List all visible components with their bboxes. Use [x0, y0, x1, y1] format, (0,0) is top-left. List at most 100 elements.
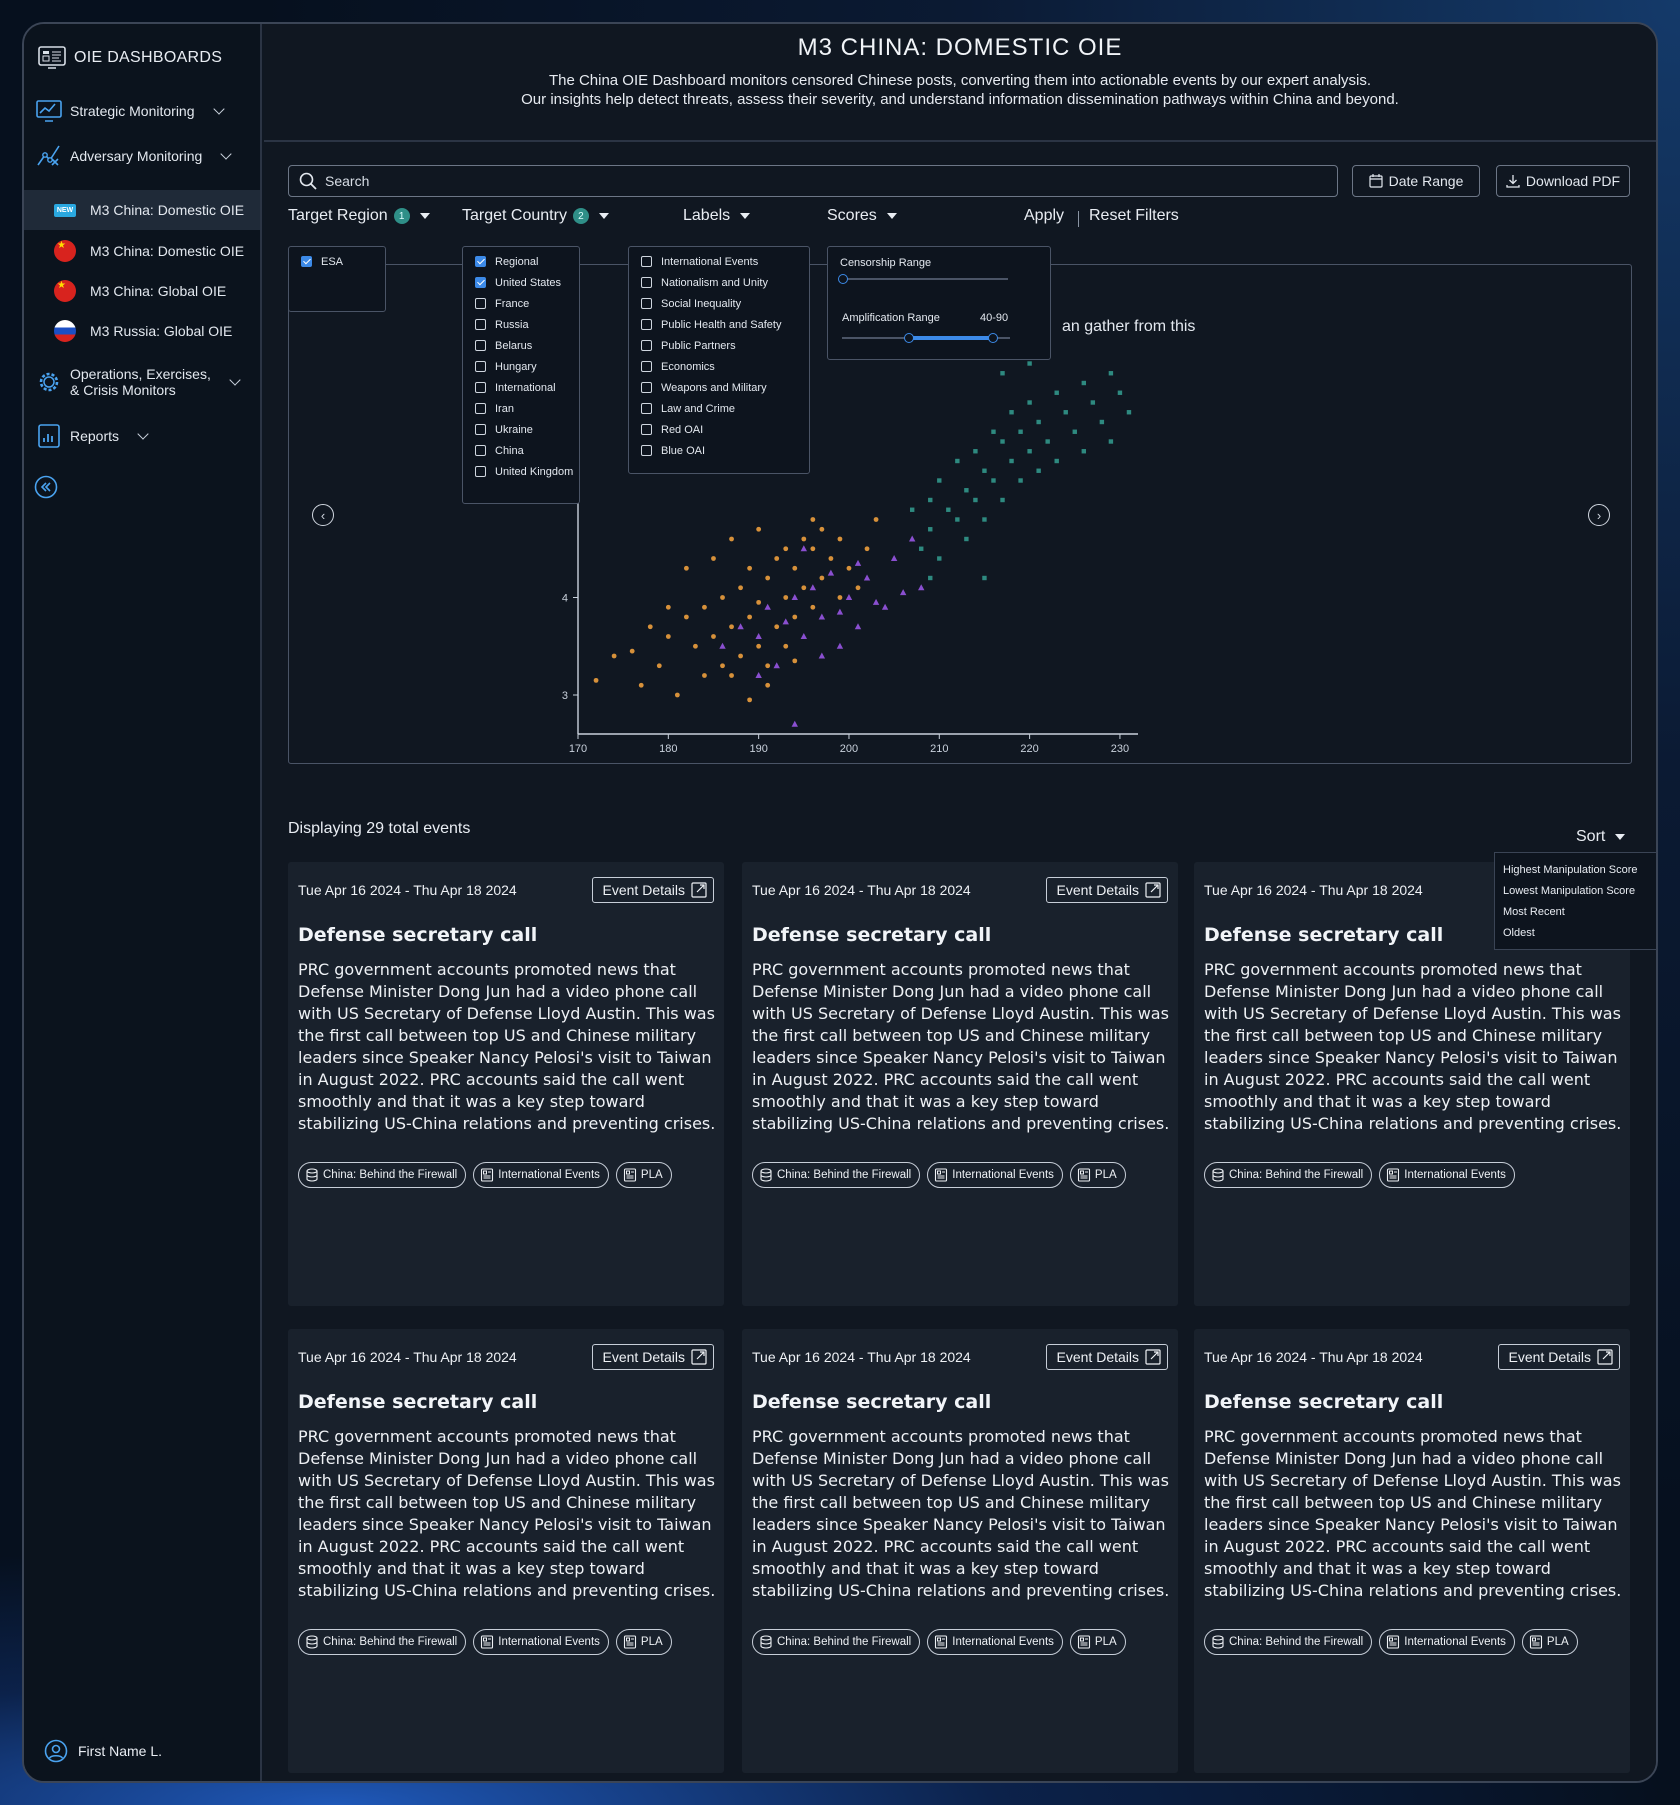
filter-option-label: Social Inequality — [661, 297, 742, 310]
filter-option[interactable]: Red OAI — [629, 419, 809, 440]
event-tag[interactable]: China: Behind the Firewall — [752, 1629, 921, 1655]
amplification-max-thumb[interactable] — [988, 333, 999, 343]
checkbox-icon[interactable] — [641, 445, 652, 456]
checkbox-icon[interactable] — [475, 382, 486, 393]
filter-option[interactable]: United States — [463, 272, 579, 293]
checkbox-icon[interactable] — [641, 382, 652, 393]
reset-filters-button[interactable]: Reset Filters — [1089, 207, 1179, 225]
checkbox-icon[interactable] — [475, 361, 486, 372]
sidebar-item-russia-global[interactable]: M3 Russia: Global OIE — [24, 311, 260, 351]
event-details-button[interactable]: Event Details — [1045, 877, 1168, 903]
checkbox-icon[interactable] — [475, 466, 486, 477]
checkbox-icon[interactable] — [475, 424, 486, 435]
event-tag[interactable]: China: Behind the Firewall — [1204, 1629, 1373, 1655]
event-tag[interactable]: International Events — [1379, 1162, 1515, 1188]
nav-adversary-monitoring[interactable]: Adversary Monitoring — [36, 143, 232, 169]
filter-option[interactable]: Economics — [629, 356, 809, 377]
filter-option[interactable]: ESA — [289, 251, 385, 272]
nav-strategic-monitoring[interactable]: Strategic Monitoring — [36, 98, 225, 124]
filter-option[interactable]: Regional — [463, 251, 579, 272]
event-tag[interactable]: International Events — [927, 1162, 1063, 1188]
event-tag[interactable]: International Events — [473, 1629, 609, 1655]
sidebar-item-china-domestic[interactable]: M3 China: Domestic OIE — [24, 231, 260, 271]
target-country-filter[interactable]: Target Country 2 — [462, 207, 609, 225]
censorship-slider-thumb[interactable] — [838, 274, 848, 284]
filter-option[interactable]: Blue OAI — [629, 440, 809, 461]
brand[interactable]: OIE DASHBOARDS — [38, 46, 222, 70]
chart-next-button[interactable]: › — [1588, 504, 1610, 526]
event-tag[interactable]: China: Behind the Firewall — [298, 1162, 467, 1188]
filter-option[interactable]: Ukraine — [463, 419, 579, 440]
filter-option[interactable]: Public Partners — [629, 335, 809, 356]
target-region-filter[interactable]: Target Region 1 — [288, 207, 430, 225]
filter-option[interactable]: Social Inequality — [629, 293, 809, 314]
filter-option[interactable]: Weapons and Military — [629, 377, 809, 398]
filter-option[interactable]: Russia — [463, 314, 579, 335]
filter-option[interactable]: Law and Crime — [629, 398, 809, 419]
event-details-button[interactable]: Event Details — [591, 877, 714, 903]
filter-option[interactable]: International Events — [629, 251, 809, 272]
sort-option[interactable]: Oldest — [1503, 926, 1535, 939]
checkbox-checked-icon[interactable] — [301, 256, 312, 267]
scores-filter[interactable]: Scores — [827, 207, 897, 225]
event-details-button[interactable]: Event Details — [591, 1344, 714, 1370]
data-point — [955, 458, 960, 464]
checkbox-icon[interactable] — [475, 445, 486, 456]
event-details-button[interactable]: Event Details — [1045, 1344, 1168, 1370]
filter-option[interactable]: Belarus — [463, 335, 579, 356]
apply-button[interactable]: Apply — [1024, 207, 1064, 225]
nav-reports[interactable]: Reports — [36, 423, 149, 449]
labels-filter[interactable]: Labels — [683, 207, 751, 225]
amplification-min-thumb[interactable] — [904, 333, 915, 343]
filter-option[interactable]: China — [463, 440, 579, 461]
sidebar-item-china-global[interactable]: M3 China: Global OIE — [24, 271, 260, 311]
date-range-button[interactable]: Date Range — [1352, 165, 1480, 197]
checkbox-icon[interactable] — [475, 298, 486, 309]
checkbox-icon[interactable] — [641, 256, 652, 267]
sort-option[interactable]: Lowest Manipulation Score — [1503, 884, 1636, 897]
checkbox-icon[interactable] — [475, 340, 486, 351]
user-profile[interactable]: First Name L. — [44, 1739, 162, 1763]
checkbox-icon[interactable] — [475, 319, 486, 330]
event-tag[interactable]: PLA — [615, 1629, 672, 1655]
event-tag[interactable]: International Events — [927, 1629, 1063, 1655]
event-tag[interactable]: China: Behind the Firewall — [298, 1629, 467, 1655]
checkbox-icon[interactable] — [641, 340, 652, 351]
checkbox-icon[interactable] — [641, 424, 652, 435]
filter-option[interactable]: Nationalism and Unity — [629, 272, 809, 293]
chart-prev-button[interactable]: ‹ — [312, 504, 334, 526]
sort-option[interactable]: Most Recent — [1503, 905, 1565, 918]
filter-option[interactable]: Public Health and Safety — [629, 314, 809, 335]
checkbox-icon[interactable] — [475, 403, 486, 414]
sort-option[interactable]: Highest Manipulation Score — [1503, 863, 1638, 876]
data-point — [863, 574, 871, 581]
checkbox-icon[interactable] — [641, 277, 652, 288]
filter-option[interactable]: Iran — [463, 398, 579, 419]
event-tag[interactable]: PLA — [1069, 1162, 1126, 1188]
censorship-slider-track[interactable] — [840, 278, 1008, 280]
event-tag[interactable]: PLA — [615, 1162, 672, 1188]
event-tag[interactable]: International Events — [1379, 1629, 1515, 1655]
event-tag[interactable]: China: Behind the Firewall — [752, 1162, 921, 1188]
event-tag[interactable]: International Events — [473, 1162, 609, 1188]
checkbox-checked-icon[interactable] — [475, 277, 486, 288]
download-pdf-button[interactable]: Download PDF — [1496, 165, 1630, 197]
event-tag[interactable]: China: Behind the Firewall — [1204, 1162, 1373, 1188]
checkbox-icon[interactable] — [641, 361, 652, 372]
checkbox-icon[interactable] — [641, 319, 652, 330]
checkbox-icon[interactable] — [641, 403, 652, 414]
filter-option[interactable]: United Kingdom — [463, 461, 579, 482]
sort-button[interactable]: Sort — [1576, 828, 1626, 846]
event-tag[interactable]: PLA — [1069, 1629, 1126, 1655]
collapse-sidebar-icon[interactable] — [34, 475, 58, 499]
event-tag[interactable]: PLA — [1521, 1629, 1578, 1655]
checkbox-checked-icon[interactable] — [475, 256, 486, 267]
event-details-button[interactable]: Event Details — [1497, 1344, 1620, 1370]
filter-option[interactable]: Hungary — [463, 356, 579, 377]
nav-operations-exercises[interactable]: Operations, Exercises, & Crisis Monitors — [36, 366, 241, 398]
checkbox-icon[interactable] — [641, 298, 652, 309]
sidebar-item-china-domestic-new[interactable]: NEW M3 China: Domestic OIE — [24, 190, 260, 230]
filter-option[interactable]: France — [463, 293, 579, 314]
filter-option[interactable]: International — [463, 377, 579, 398]
search-input[interactable]: Search — [288, 165, 1338, 197]
